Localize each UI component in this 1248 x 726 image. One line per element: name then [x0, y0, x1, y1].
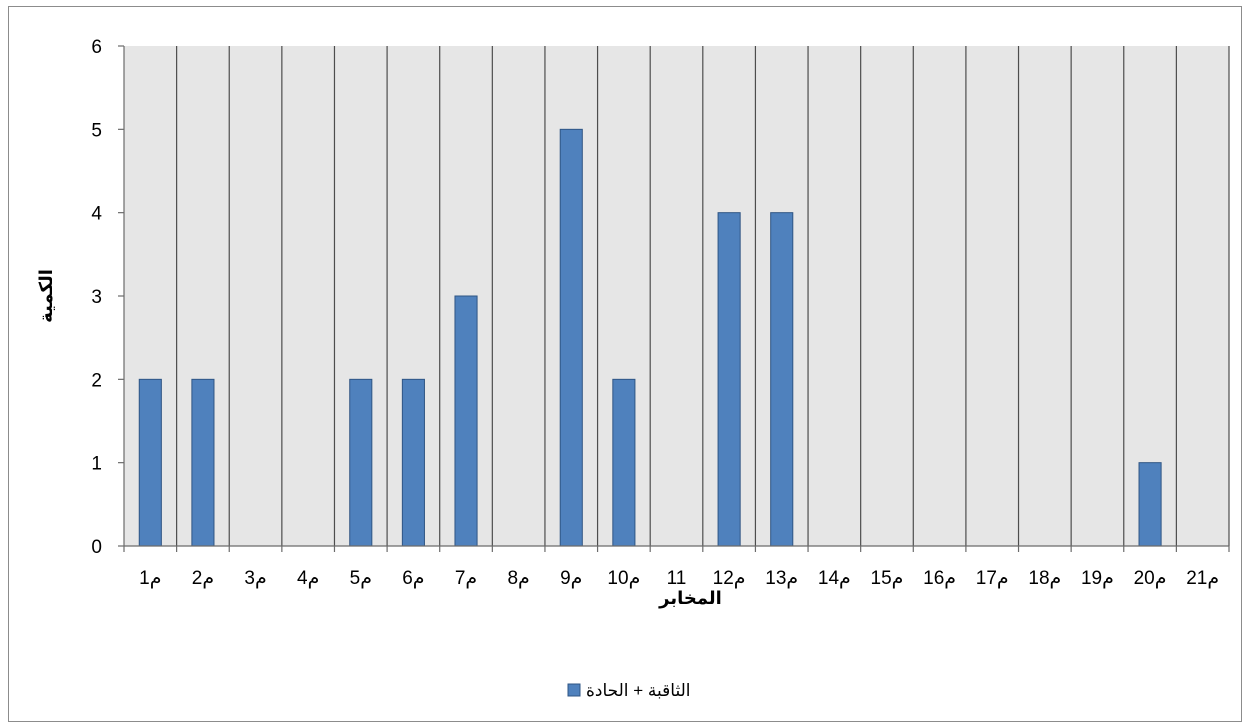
x-tick-label: م19	[1081, 568, 1114, 589]
x-tick-label: م1	[139, 568, 161, 589]
y-tick-label: 1	[91, 454, 102, 475]
x-tick-label: 11	[667, 568, 687, 589]
bar	[770, 212, 794, 547]
x-tick-label: م7	[455, 568, 477, 589]
x-tick-label: م17	[976, 568, 1009, 589]
x-tick-labels: م1 م2 م3 م4 م5 م6 م7 م8 م9 م10 11 م12 م13 م14 م15 م16 م1…	[139, 568, 1219, 589]
y-tick-label: 4	[91, 204, 102, 225]
y-tick-label: 2	[91, 370, 102, 391]
bar	[717, 212, 741, 547]
axes	[118, 45, 1230, 552]
x-tick-label: م14	[818, 568, 851, 589]
plot-area	[124, 46, 1229, 546]
bar	[454, 295, 478, 547]
y-tick-labels: 0 1 2 3 4 5 6	[91, 37, 102, 558]
x-tick-label: م4	[297, 568, 319, 589]
bar	[191, 378, 215, 547]
legend-label: الثاقبة + الحادة	[586, 681, 691, 700]
bars-group	[138, 128, 1162, 547]
x-tick-label: م21	[1186, 568, 1219, 589]
x-tick-label: م6	[402, 568, 424, 589]
x-tick-label: م2	[192, 568, 214, 589]
x-axis-title: المخابر	[658, 588, 722, 609]
y-axis-title: الكمية	[36, 269, 56, 323]
x-tick-label: م10	[607, 568, 640, 589]
x-tick-label: م13	[765, 568, 798, 589]
x-tick-label: م8	[507, 568, 529, 589]
x-tick-label: م16	[923, 568, 956, 589]
bar	[1138, 462, 1162, 547]
legend: الثاقبة + الحادة	[567, 681, 691, 700]
bar	[349, 378, 373, 547]
bar	[559, 128, 583, 547]
bar	[401, 378, 425, 547]
y-tick-label: 0	[91, 537, 102, 558]
x-tick-label: م20	[1134, 568, 1167, 589]
x-tick-label: م15	[871, 568, 904, 589]
x-tick-label: م18	[1028, 568, 1061, 589]
x-tick-label: م3	[244, 568, 266, 589]
vertical-gridlines	[176, 46, 1230, 546]
x-tick-label: م9	[560, 568, 582, 589]
legend-swatch	[567, 683, 581, 697]
y-tick-label: 6	[91, 37, 102, 58]
y-tick-label: 3	[91, 287, 102, 308]
bar	[138, 378, 162, 547]
y-tick-label: 5	[91, 120, 102, 141]
x-tick-label: م12	[713, 568, 746, 589]
x-tick-label: م5	[350, 568, 372, 589]
bar	[612, 378, 636, 547]
